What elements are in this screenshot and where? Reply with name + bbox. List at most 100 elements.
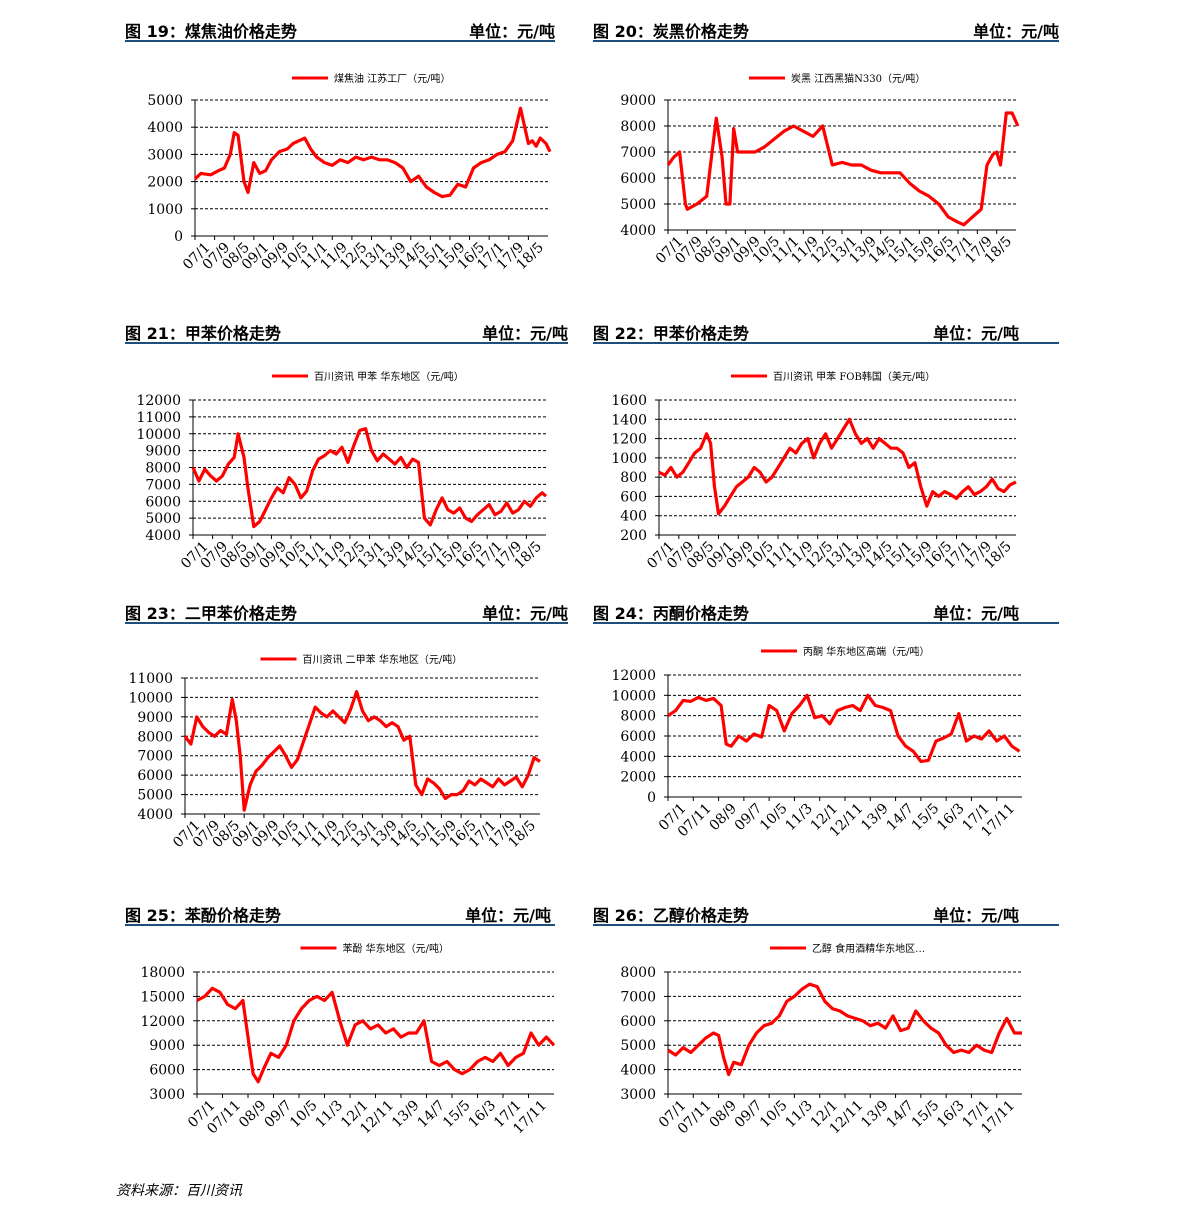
y-tick-label: 10000 (611, 688, 656, 704)
y-tick-label: 4000 (145, 528, 181, 544)
chart-unit: 单位：元/吨 (933, 604, 1019, 623)
y-tick-label: 800 (620, 470, 647, 486)
y-tick-label: 12000 (611, 668, 656, 684)
legend-label: 苯酚 华东地区（元/吨） (343, 942, 450, 955)
legend-label: 百川资讯 甲苯 FOB韩国（美元/吨） (773, 370, 935, 383)
x-tick-label: 15/5 (909, 1098, 943, 1132)
x-tick-label: 16/3 (466, 1098, 500, 1132)
y-tick-label: 6000 (149, 1063, 185, 1079)
y-tick-label: 5000 (620, 197, 656, 213)
y-tick-label: 5000 (620, 1038, 656, 1054)
y-tick-label: 8000 (145, 461, 181, 477)
y-tick-label: 10000 (128, 690, 173, 706)
y-tick-label: 3000 (149, 1087, 185, 1103)
y-tick-label: 1400 (611, 412, 647, 428)
y-tick-label: 4000 (620, 1063, 656, 1079)
x-tick-label: 13/9 (858, 1098, 892, 1132)
chart-title: 图 24：丙酮价格走势 (593, 604, 749, 623)
x-tick-label: 08/9 (236, 1098, 270, 1132)
x-tick-label: 10/5 (287, 1098, 321, 1132)
y-tick-label: 400 (620, 509, 647, 525)
y-tick-label: 7000 (145, 477, 181, 493)
legend-label: 丙酮 华东地区高端（元/吨） (803, 645, 930, 658)
y-tick-label: 15000 (140, 989, 185, 1005)
x-tick-label: 16/3 (934, 801, 968, 835)
x-tick-label: 14/7 (883, 1098, 917, 1132)
x-tick-label: 09/7 (732, 801, 766, 835)
chart-unit: 单位：元/吨 (469, 22, 555, 41)
chart-title: 图 22：甲苯价格走势 (593, 324, 749, 343)
series-line (667, 982, 1022, 1077)
y-tick-label: 7000 (620, 145, 656, 161)
x-tick-label: 11/3 (782, 1098, 816, 1132)
y-tick-label: 2000 (620, 770, 656, 786)
y-tick-label: 11000 (128, 671, 173, 687)
legend-label: 煤焦油 江苏工厂（元/吨） (334, 72, 451, 85)
x-tick-label: 08/9 (706, 1098, 740, 1132)
y-tick-label: 8000 (620, 119, 656, 135)
y-tick-label: 5000 (145, 511, 181, 527)
chart-title: 图 20：炭黑价格走势 (593, 22, 749, 41)
chart-header: 图 19：煤焦油价格走势 单位：元/吨 (125, 18, 555, 42)
y-tick-label: 4000 (620, 749, 656, 765)
y-tick-label: 7000 (620, 989, 656, 1005)
y-tick-label: 18000 (140, 965, 185, 981)
y-tick-label: 3000 (147, 147, 183, 163)
y-tick-label: 9000 (145, 444, 181, 460)
x-tick-label: 14/7 (415, 1098, 449, 1132)
x-tick-label: 14/7 (883, 801, 917, 835)
y-tick-label: 200 (620, 528, 647, 544)
x-tick-label: 13/9 (858, 801, 892, 835)
series-line (658, 417, 1017, 516)
y-tick-label: 11000 (136, 410, 181, 426)
y-tick-label: 0 (647, 790, 656, 806)
y-tick-label: 10000 (136, 427, 181, 443)
y-tick-label: 9000 (149, 1038, 185, 1054)
y-tick-label: 5000 (137, 788, 173, 804)
series-line (183, 690, 541, 812)
chart-title: 图 26：乙醇价格走势 (593, 906, 749, 925)
y-tick-label: 0 (174, 229, 183, 245)
x-tick-label: 11/3 (313, 1098, 347, 1132)
series-line (667, 693, 1021, 763)
chart-header: 图 20：炭黑价格走势 单位：元/吨 (593, 18, 1059, 42)
chart-header: 图 24：丙酮价格走势 单位：元/吨 (593, 600, 1059, 624)
y-tick-label: 1600 (611, 393, 647, 409)
x-tick-label: 09/7 (732, 1098, 766, 1132)
y-tick-label: 6000 (145, 494, 181, 510)
series-line (196, 986, 556, 1084)
y-tick-label: 12000 (140, 1014, 185, 1030)
legend-label: 百川资讯 甲苯 华东地区（元/吨） (314, 370, 464, 383)
x-tick-label: 09/7 (262, 1098, 296, 1132)
y-tick-label: 8000 (137, 729, 173, 745)
y-tick-label: 5000 (147, 93, 183, 109)
y-tick-label: 6000 (620, 729, 656, 745)
chart-header: 图 22：甲苯价格走势 单位：元/吨 (593, 320, 1059, 344)
y-tick-label: 9000 (137, 710, 173, 726)
source-note: 资料来源：百川资讯 (116, 1183, 242, 1199)
y-tick-label: 600 (620, 489, 647, 505)
legend-label: 百川资讯 二甲苯 华东地区（元/吨） (303, 653, 463, 666)
chart-unit: 单位：元/吨 (933, 906, 1019, 925)
chart-header: 图 25：苯酚价格走势 单位：元/吨 (125, 902, 555, 926)
chart-unit: 单位：元/吨 (973, 22, 1059, 41)
series-line (193, 106, 552, 199)
chart-unit: 单位：元/吨 (482, 604, 568, 623)
y-tick-label: 3000 (620, 1087, 656, 1103)
y-tick-label: 2000 (147, 175, 183, 191)
x-tick-label: 10/5 (757, 1098, 791, 1132)
chart-title: 图 19：煤焦油价格走势 (125, 22, 297, 41)
x-tick-label: 15/5 (909, 801, 943, 835)
series-line (666, 111, 1020, 227)
series-line (191, 427, 548, 529)
y-tick-label: 4000 (147, 120, 183, 136)
chart-header: 图 23：二甲苯价格走势 单位：元/吨 (125, 600, 568, 624)
x-tick-label: 15/5 (440, 1098, 474, 1132)
x-tick-label: 13/9 (389, 1098, 423, 1132)
x-tick-label: 10/5 (757, 801, 791, 835)
chart-unit: 单位：元/吨 (482, 324, 568, 343)
chart-title: 图 23：二甲苯价格走势 (125, 604, 297, 623)
y-tick-label: 4000 (620, 223, 656, 239)
chart-title: 图 25：苯酚价格走势 (125, 906, 281, 925)
